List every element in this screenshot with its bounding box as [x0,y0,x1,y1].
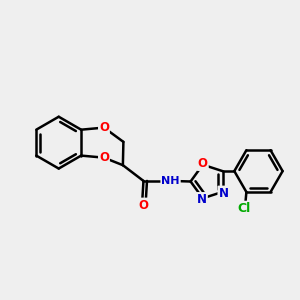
Text: N: N [197,193,207,206]
Text: O: O [99,151,109,164]
Text: Cl: Cl [237,202,251,215]
Text: O: O [99,121,109,134]
Text: N: N [218,187,228,200]
Text: NH: NH [161,176,180,186]
Text: O: O [198,157,208,170]
Text: O: O [139,199,149,212]
